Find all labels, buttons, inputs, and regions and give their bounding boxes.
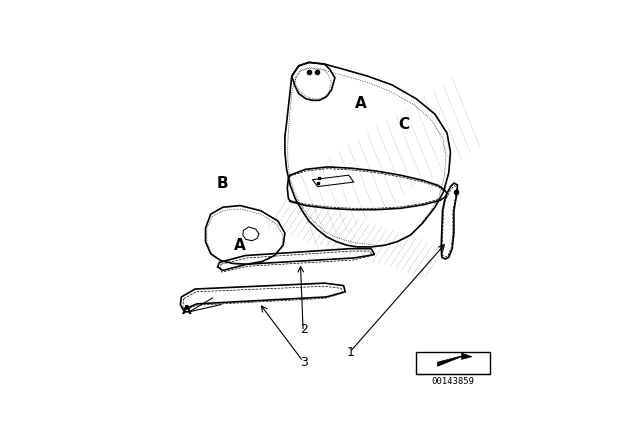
Text: A: A [182,304,191,317]
Text: 3: 3 [300,356,308,369]
Polygon shape [438,353,472,366]
Text: C: C [398,117,410,132]
Text: 00143859: 00143859 [431,377,474,386]
Text: 2: 2 [300,323,308,336]
Text: A: A [355,96,367,111]
Text: A: A [234,238,246,253]
Text: 1: 1 [346,346,355,359]
Text: B: B [217,176,228,190]
